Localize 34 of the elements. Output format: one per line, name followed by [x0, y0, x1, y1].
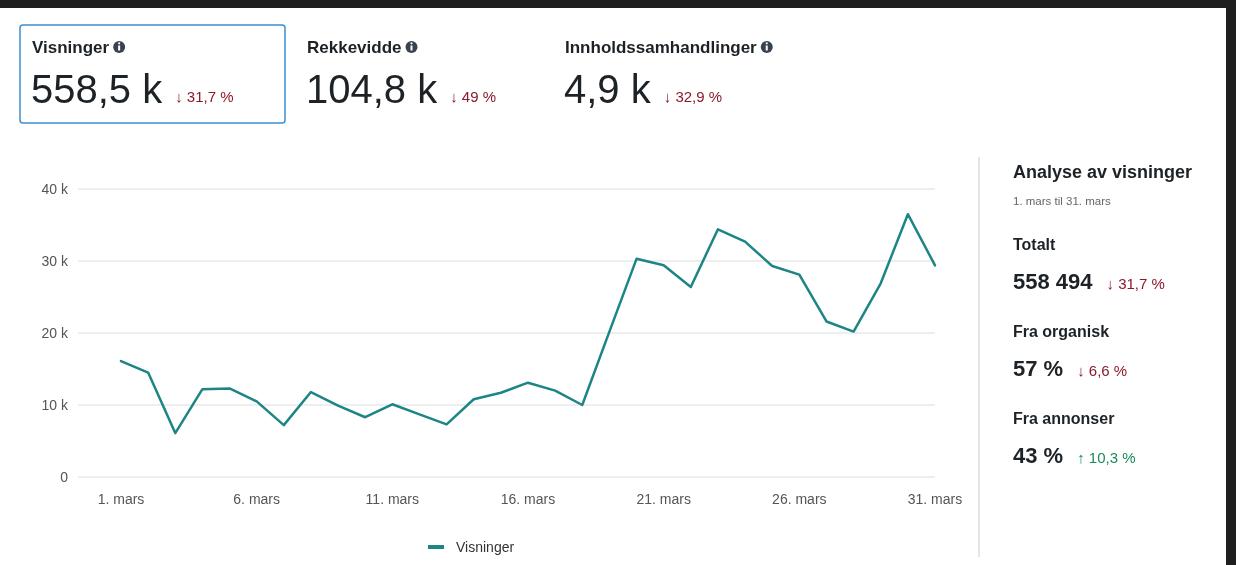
text: ↓ 31,7 %: [175, 88, 234, 105]
text: ↑ 10,3 %: [1077, 449, 1136, 466]
x-tick-label: 26. mars: [772, 491, 827, 507]
text: Totalt: [1013, 236, 1057, 253]
x-tick-label: 1. mars: [97, 491, 145, 507]
y-tick-label: 10 k: [41, 396, 69, 413]
x-tick-label: 16. mars: [500, 491, 556, 507]
y-tick-label: 20 k: [41, 324, 69, 341]
text: Rekkevidde: [307, 38, 402, 57]
text: 1. mars til 31. mars: [1013, 195, 1112, 207]
x-tick-label: 21. mars: [636, 491, 691, 507]
text: Innholdssamhandlinger: [565, 38, 758, 57]
text: Analyse av visninger: [1013, 162, 1193, 182]
x-tick-label: 6. mars: [233, 491, 281, 507]
text: 57 %: [1013, 356, 1064, 381]
text: Fra annonser: [1013, 410, 1115, 427]
text: 43 %: [1013, 443, 1064, 468]
line-series: [119, 212, 937, 435]
y-tick-label: 0: [60, 468, 69, 485]
text: ↓ 6,6 %: [1077, 362, 1128, 379]
text: 4,9 k: [564, 67, 652, 111]
text: 104,8 k: [306, 67, 439, 111]
text: Visninger: [32, 38, 110, 57]
y-tick-label: 30 k: [41, 252, 69, 269]
x-tick-label: 11. mars: [365, 491, 420, 507]
text: Fra organisk: [1013, 323, 1110, 340]
x-tick-label: 31. mars: [907, 491, 963, 507]
text: 558 494: [1013, 269, 1094, 294]
legend-label: Visninger: [456, 538, 515, 555]
text: ↓ 49 %: [450, 88, 497, 105]
text: ↓ 31,7 %: [1106, 275, 1165, 292]
y-tick-label: 40 k: [41, 180, 69, 197]
text: ↓ 32,9 %: [663, 88, 723, 105]
text: 558,5 k: [31, 67, 164, 111]
